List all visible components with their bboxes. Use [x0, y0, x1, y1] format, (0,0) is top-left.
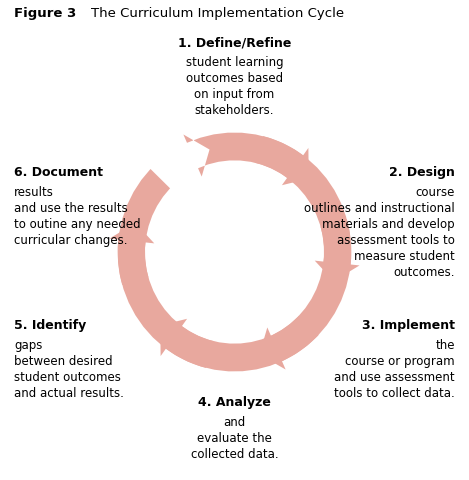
Text: The Curriculum Implementation Cycle: The Curriculum Implementation Cycle — [91, 7, 345, 20]
Polygon shape — [118, 132, 351, 372]
Text: 1. Define/Refine: 1. Define/Refine — [178, 36, 291, 49]
Polygon shape — [256, 136, 309, 185]
Polygon shape — [160, 319, 213, 368]
Text: 5. Identify: 5. Identify — [14, 319, 86, 332]
Text: results
and use the results
to outine any needed
curricular changes.: results and use the results to outine an… — [14, 186, 141, 247]
Polygon shape — [109, 223, 154, 285]
Text: 6. Document: 6. Document — [14, 166, 103, 179]
Text: gaps
between desired
student outcomes
and actual results.: gaps between desired student outcomes an… — [14, 339, 124, 400]
Text: 2. Design: 2. Design — [389, 166, 455, 179]
Text: the
course or program
and use assessment
tools to collect data.: the course or program and use assessment… — [334, 339, 455, 400]
Polygon shape — [259, 316, 318, 370]
Text: 4. Analyze: 4. Analyze — [198, 396, 271, 409]
Text: student learning
outcomes based
on input from
stakeholders.: student learning outcomes based on input… — [186, 56, 283, 117]
Polygon shape — [315, 219, 360, 281]
Text: 3. Implement: 3. Implement — [362, 319, 455, 332]
Text: Figure 3: Figure 3 — [14, 7, 76, 20]
Text: course
outlines and instructional
materials and develop
assessment tools to
meas: course outlines and instructional materi… — [304, 186, 455, 279]
Text: and
evaluate the
collected data.: and evaluate the collected data. — [191, 416, 278, 461]
